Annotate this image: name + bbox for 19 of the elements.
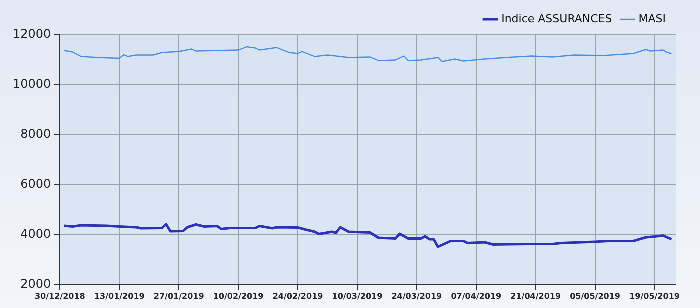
x-tick-label: 10/03/2019 [332,292,384,302]
x-tick-label: 21/04/2019 [510,292,562,302]
x-tick-label: 30/12/2018 [34,292,86,302]
y-tick-label: 6000 [20,177,52,192]
x-tick-label: 07/04/2019 [451,292,502,302]
x-tick-label: 24/03/2019 [392,292,443,302]
y-tick-label: 4000 [20,227,52,242]
legend-label: Indice ASSURANCES [502,12,612,26]
x-tick-label: 05/05/2019 [570,292,621,302]
y-tick-label: 8000 [20,127,52,142]
y-tick-label: 12000 [12,27,52,42]
y-tick-label: 10000 [12,77,52,92]
legend-label: MASI [638,12,666,26]
x-tick-label: 27/01/2019 [154,292,205,302]
x-tick-label: 13/01/2019 [94,292,146,302]
x-tick-label: 10/02/2019 [213,292,264,302]
x-tick-label: 19/05/2019 [630,292,680,302]
y-tick-label: 2000 [20,277,52,292]
x-tick-label: 24/02/2019 [272,292,324,302]
